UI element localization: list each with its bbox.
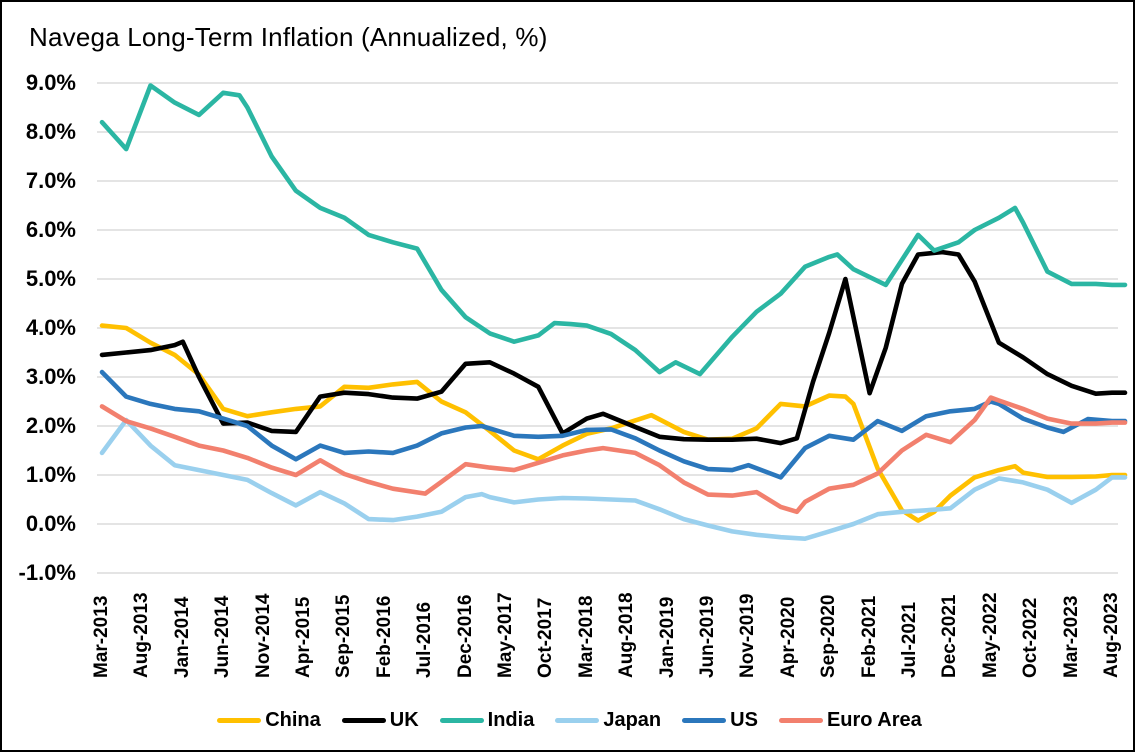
legend-line-swatch (217, 717, 262, 723)
x-tick-label: Oct-2017 (535, 597, 557, 678)
legend-item-uk: UK (341, 708, 419, 732)
x-tick-label: Feb-2021 (858, 595, 880, 678)
legend-item-china: China (217, 709, 321, 732)
legend-label: UK (389, 708, 419, 731)
x-tick-label: Mar-2023 (1060, 595, 1082, 678)
legend-line-swatch (341, 717, 386, 723)
legend-item-euro-area: Euro Area (778, 708, 922, 732)
y-tick-label: 1.0% (25, 462, 76, 487)
y-tick-label: 9.0% (25, 70, 76, 95)
legend-label: China (265, 708, 321, 731)
legend-label: US (730, 708, 758, 731)
x-tick-label: Mar-2018 (575, 595, 597, 678)
x-tick-label: Aug-2013 (131, 592, 153, 678)
x-tick-label: Oct-2022 (1020, 597, 1042, 678)
chart-title: Navega Long-Term Inflation (Annualized, … (29, 22, 548, 52)
x-tick-label: Dec-2021 (939, 594, 961, 678)
legend-item-japan: Japan (555, 709, 661, 732)
x-tick-label: Nov-2014 (252, 593, 274, 679)
x-tick-label: Dec-2016 (454, 594, 476, 678)
x-tick-label: Apr-2020 (777, 596, 799, 678)
x-tick-label: Aug-2018 (616, 592, 638, 678)
series-line-japan (99, 417, 1128, 541)
y-tick-label: 4.0% (25, 315, 76, 340)
legend-line-swatch (682, 717, 727, 723)
x-tick-label: Jul-2016 (414, 601, 436, 678)
legend-line-swatch (555, 717, 600, 723)
legend-line-swatch (439, 717, 484, 723)
y-tick-label: -1.0% (18, 560, 76, 585)
series-line-india (99, 83, 1128, 377)
y-tick-label: 7.0% (25, 168, 76, 193)
series-line-uk (99, 249, 1128, 446)
legend-line-swatch (778, 717, 823, 723)
legend-item-us: US (682, 709, 758, 732)
x-tick-label: Apr-2015 (293, 596, 314, 678)
series-line-china (99, 323, 1128, 523)
legend-label: Euro Area (826, 708, 922, 731)
x-tick-label: Jun-2019 (697, 595, 718, 678)
x-tick-label: Jan-2019 (656, 596, 678, 678)
x-tick-label: Nov-2019 (737, 593, 759, 679)
legend: China UK India Japan US Euro Area (2, 702, 1133, 738)
y-tick-label: 3.0% (25, 364, 76, 389)
x-tick-label: Sep-2020 (818, 594, 840, 678)
x-tick-label: Aug-2023 (1101, 592, 1122, 678)
x-tick-label: Jan-2014 (171, 596, 193, 678)
y-tick-label: 0.0% (25, 511, 76, 536)
legend-label: Japan (603, 708, 662, 731)
x-tick-label: May-2017 (495, 592, 516, 678)
y-tick-label: 8.0% (25, 119, 76, 144)
y-tick-label: 5.0% (25, 266, 76, 291)
legend-item-india: India (439, 708, 535, 732)
series-line-euro-area (99, 395, 1128, 515)
y-tick-label: 6.0% (25, 217, 76, 242)
x-tick-label: Mar-2013 (91, 595, 112, 678)
x-tick-label: Sep-2015 (333, 594, 355, 678)
legend-label: India (487, 708, 535, 731)
x-tick-label: Feb-2016 (373, 595, 395, 678)
x-tick-label: Jun-2014 (212, 595, 234, 678)
y-tick-label: 2.0% (25, 413, 76, 438)
x-tick-label: May-2022 (979, 592, 1001, 678)
x-tick-label: Jul-2021 (899, 601, 920, 678)
